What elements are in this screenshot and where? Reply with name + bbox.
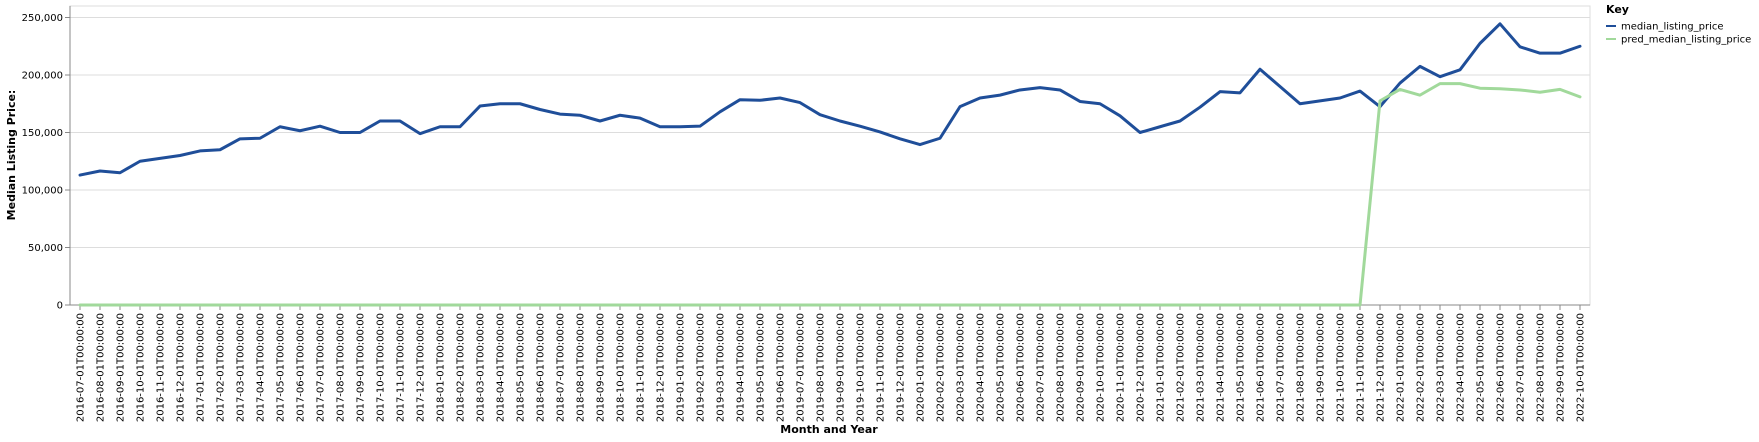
x-tick-label: 2019-10-01T00:00:00 bbox=[856, 313, 867, 422]
x-tick-label: 2016-09-01T00:00:00 bbox=[116, 313, 127, 422]
x-tick-label: 2019-08-01T00:00:00 bbox=[816, 313, 827, 422]
x-tick-label: 2022-08-01T00:00:00 bbox=[1536, 313, 1547, 422]
x-tick-label: 2016-10-01T00:00:00 bbox=[136, 313, 147, 422]
x-tick-label: 2017-07-01T00:00:00 bbox=[316, 313, 327, 422]
x-tick-label: 2019-11-01T00:00:00 bbox=[876, 313, 887, 422]
y-tick-label: 200,000 bbox=[22, 71, 63, 82]
x-tick-label: 2021-05-01T00:00:00 bbox=[1236, 313, 1247, 422]
x-tick-label: 2018-03-01T00:00:00 bbox=[476, 313, 487, 422]
x-tick-label: 2017-09-01T00:00:00 bbox=[356, 313, 367, 422]
x-tick-label: 2018-01-01T00:00:00 bbox=[436, 313, 447, 422]
x-tick-label: 2021-03-01T00:00:00 bbox=[1196, 313, 1207, 422]
x-tick-label: 2020-10-01T00:00:00 bbox=[1096, 313, 1107, 422]
legend-label: median_listing_price bbox=[1621, 22, 1724, 33]
plot-frame bbox=[70, 6, 1590, 305]
y-tick-label: 50,000 bbox=[28, 243, 63, 254]
x-tick-label: 2022-03-01T00:00:00 bbox=[1436, 313, 1447, 422]
x-tick-label: 2021-06-01T00:00:00 bbox=[1256, 313, 1267, 422]
x-tick-label: 2020-08-01T00:00:00 bbox=[1056, 313, 1067, 422]
y-tick-label: 100,000 bbox=[22, 186, 63, 197]
x-tick-label: 2020-11-01T00:00:00 bbox=[1116, 313, 1127, 422]
x-tick-label: 2019-09-01T00:00:00 bbox=[836, 313, 847, 422]
x-tick-label: 2020-07-01T00:00:00 bbox=[1036, 313, 1047, 422]
x-tick-label: 2017-05-01T00:00:00 bbox=[276, 313, 287, 422]
legend: Key median_listing_price pred_median_list… bbox=[1606, 3, 1751, 46]
x-tick-label: 2018-05-01T00:00:00 bbox=[516, 313, 527, 422]
x-tick-label: 2018-11-01T00:00:00 bbox=[636, 313, 647, 422]
legend-title: Key bbox=[1606, 3, 1629, 16]
x-tick-label: 2021-12-01T00:00:00 bbox=[1376, 313, 1387, 422]
x-tick-label: 2017-03-01T00:00:00 bbox=[236, 313, 247, 422]
y-tick-label: 0 bbox=[57, 301, 63, 312]
y-tick-label: 250,000 bbox=[22, 13, 63, 24]
x-tick-label: 2019-05-01T00:00:00 bbox=[756, 313, 767, 422]
grid-lines bbox=[70, 18, 1590, 306]
x-tick-label: 2016-07-01T00:00:00 bbox=[76, 313, 87, 422]
x-tick-label: 2021-09-01T00:00:00 bbox=[1316, 313, 1327, 422]
x-tick-label: 2019-06-01T00:00:00 bbox=[776, 313, 787, 422]
series-line-median_listing_price bbox=[80, 24, 1580, 175]
x-tick-label: 2022-09-01T00:00:00 bbox=[1556, 313, 1567, 422]
x-tick-label: 2017-10-01T00:00:00 bbox=[376, 313, 387, 422]
x-tick-label: 2021-01-01T00:00:00 bbox=[1156, 313, 1167, 422]
y-axis-title: Median Listing Price: bbox=[5, 90, 18, 221]
x-tick-label: 2022-07-01T00:00:00 bbox=[1516, 313, 1527, 422]
x-tick-label: 2020-06-01T00:00:00 bbox=[1016, 313, 1027, 422]
x-tick-label: 2022-05-01T00:00:00 bbox=[1476, 313, 1487, 422]
x-tick-label: 2021-02-01T00:00:00 bbox=[1176, 313, 1187, 422]
x-tick-label: 2019-12-01T00:00:00 bbox=[896, 313, 907, 422]
x-tick-label: 2019-01-01T00:00:00 bbox=[676, 313, 687, 422]
x-tick-label: 2016-08-01T00:00:00 bbox=[96, 313, 107, 422]
x-tick-label: 2017-06-01T00:00:00 bbox=[296, 313, 307, 422]
legend-label: pred_median_listing_price bbox=[1621, 35, 1751, 46]
x-tick-label: 2018-08-01T00:00:00 bbox=[576, 313, 587, 422]
x-tick-label: 2020-12-01T00:00:00 bbox=[1136, 313, 1147, 422]
x-tick-label: 2022-10-01T00:00:00 bbox=[1576, 313, 1587, 422]
x-tick-label: 2019-02-01T00:00:00 bbox=[696, 313, 707, 422]
x-tick-label: 2017-01-01T00:00:00 bbox=[196, 313, 207, 422]
x-tick-label: 2019-04-01T00:00:00 bbox=[736, 313, 747, 422]
x-tick-label: 2021-10-01T00:00:00 bbox=[1336, 313, 1347, 422]
series-lines bbox=[80, 24, 1580, 305]
x-tick-label: 2022-02-01T00:00:00 bbox=[1416, 313, 1427, 422]
x-tick-label: 2018-04-01T00:00:00 bbox=[496, 313, 507, 422]
x-tick-label: 2018-02-01T00:00:00 bbox=[456, 313, 467, 422]
x-tick-label: 2021-11-01T00:00:00 bbox=[1356, 313, 1367, 422]
x-tick-label: 2018-06-01T00:00:00 bbox=[536, 313, 547, 422]
x-tick-label: 2016-12-01T00:00:00 bbox=[176, 313, 187, 422]
x-tick-label: 2021-04-01T00:00:00 bbox=[1216, 313, 1227, 422]
x-tick-label: 2022-01-01T00:00:00 bbox=[1396, 313, 1407, 422]
x-tick-label: 2019-07-01T00:00:00 bbox=[796, 313, 807, 422]
y-tick-label: 150,000 bbox=[22, 128, 63, 139]
x-tick-label: 2018-12-01T00:00:00 bbox=[656, 313, 667, 422]
x-tick-label: 2020-04-01T00:00:00 bbox=[976, 313, 987, 422]
x-tick-label: 2020-05-01T00:00:00 bbox=[996, 313, 1007, 422]
x-tick-label: 2017-11-01T00:00:00 bbox=[396, 313, 407, 422]
x-tick-label: 2022-06-01T00:00:00 bbox=[1496, 313, 1507, 422]
x-axis-title: Month and Year bbox=[780, 423, 878, 436]
y-axis: 0 50,000 100,000 150,000 200,000 250,000 bbox=[22, 6, 70, 312]
x-tick-label: 2018-10-01T00:00:00 bbox=[616, 313, 627, 422]
x-tick-label: 2018-07-01T00:00:00 bbox=[556, 313, 567, 422]
x-tick-label: 2017-12-01T00:00:00 bbox=[416, 313, 427, 422]
x-tick-label: 2017-02-01T00:00:00 bbox=[216, 313, 227, 422]
x-tick-label: 2021-08-01T00:00:00 bbox=[1296, 313, 1307, 422]
x-tick-label: 2017-04-01T00:00:00 bbox=[256, 313, 267, 422]
x-tick-label: 2016-11-01T00:00:00 bbox=[156, 313, 167, 422]
x-tick-label: 2020-09-01T00:00:00 bbox=[1076, 313, 1087, 422]
x-tick-label: 2017-08-01T00:00:00 bbox=[336, 313, 347, 422]
x-tick-label: 2018-09-01T00:00:00 bbox=[596, 313, 607, 422]
x-tick-label: 2022-04-01T00:00:00 bbox=[1456, 313, 1467, 422]
x-tick-label: 2019-03-01T00:00:00 bbox=[716, 313, 727, 422]
x-tick-label: 2021-07-01T00:00:00 bbox=[1276, 313, 1287, 422]
x-tick-label: 2020-01-01T00:00:00 bbox=[916, 313, 927, 422]
x-tick-label: 2020-03-01T00:00:00 bbox=[956, 313, 967, 422]
x-axis: 2016-07-01T00:00:00 2016-08-01T00:00:00 20… bbox=[70, 305, 1590, 422]
x-tick-label: 2020-02-01T00:00:00 bbox=[936, 313, 947, 422]
